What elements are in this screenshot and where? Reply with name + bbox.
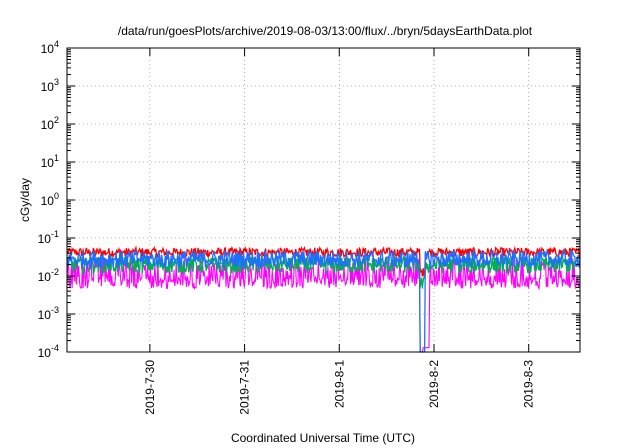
y-tick-label: 104 (41, 39, 59, 56)
series-layer (66, 245, 581, 353)
y-tick-label: 100 (41, 191, 59, 208)
y-tick-label: 10-3 (38, 305, 59, 322)
x-axis-title: Coordinated Universal Time (UTC) (231, 431, 415, 445)
y-tick-label: 10-2 (38, 267, 59, 284)
series-line (66, 255, 581, 289)
x-tick-label: 2019-8-1 (332, 360, 346, 408)
y-tick-label: 10-1 (38, 229, 59, 246)
y-tick-label: 10-4 (38, 343, 59, 360)
chart-title: /data/run/goesPlots/archive/2019-08-03/1… (118, 24, 533, 38)
x-tick-label: 2019-8-3 (522, 360, 536, 408)
y-tick-label: 102 (41, 115, 59, 132)
y-axis-title: cGy/day (18, 178, 32, 222)
y-tick-label: 101 (41, 153, 59, 170)
series-line (66, 245, 581, 277)
series-line (66, 248, 581, 353)
y-tick-label: 103 (41, 77, 59, 94)
series-line (66, 256, 581, 353)
x-tick-label: 2019-7-31 (238, 360, 252, 415)
y-axis-tick-labels: 10-4 10-3 10-2 10-1 100 101 102 103 104 (38, 39, 59, 360)
x-axis-tick-labels: 2019-7-30 2019-7-31 2019-8-1 2019-8-2 2019-8… (143, 360, 536, 415)
x-tick-label: 2019-8-2 (427, 360, 441, 408)
plot-area (66, 47, 581, 353)
x-tick-label: 2019-7-30 (143, 360, 157, 415)
tick-marks (67, 47, 580, 353)
